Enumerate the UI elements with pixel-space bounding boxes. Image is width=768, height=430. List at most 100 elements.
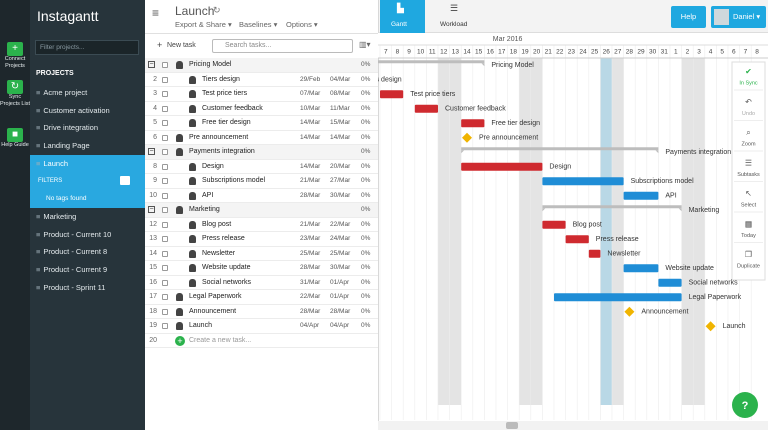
checkbox[interactable] [162,308,168,315]
columns-icon[interactable]: ▥▾ [359,40,371,49]
collapse-toggle[interactable]: − [148,61,155,68]
task-row[interactable]: 8 Design 14/Mar 20/Mar 0% [145,160,378,174]
task-row[interactable]: 14 Newsletter 25/Mar 25/Mar 0% [145,247,378,261]
user-name[interactable]: Daniel ▾ [733,12,761,21]
checkbox[interactable] [162,207,168,213]
sidebar-button-icon[interactable]: ↻ [7,80,23,94]
toolbar-button[interactable]: ⌕ Zoom [741,128,755,147]
sidebar-button-label[interactable]: Connect Projects [4,56,26,69]
task-name[interactable]: Pre announcement [189,133,249,141]
new-task-link[interactable]: Create a new task... [189,336,252,344]
checkbox[interactable] [162,163,168,170]
task-name[interactable]: Website update [202,264,251,271]
task-name[interactable]: Tiers design [202,75,240,83]
checkbox[interactable] [162,105,168,112]
project-item[interactable]: Launch [30,155,145,173]
add-icon[interactable]: + [175,335,185,346]
task-row[interactable]: − Marketing 0% [145,203,378,218]
header-menu[interactable]: Options ▾ [286,20,318,29]
task-name[interactable]: Customer feedback [202,104,263,112]
checkbox[interactable] [162,192,168,199]
toolbar-button[interactable]: ↖ Select [741,189,757,208]
collapse-toggle[interactable]: − [148,148,155,155]
task-row[interactable]: 18 Announcement 28/Mar 28/Mar 0% [145,305,378,319]
checkbox[interactable] [162,134,168,141]
checkbox[interactable] [162,76,168,83]
new-task-icon[interactable]: + [157,40,163,50]
task-name[interactable]: Blog post [202,220,232,228]
user-button[interactable]: Daniel ▾ [711,6,766,28]
task-name[interactable]: Free tier design [202,119,251,126]
header-menu[interactable]: Export & Share ▾ [175,20,232,29]
project-item[interactable]: Acme project [30,84,145,102]
sidebar-button-icon[interactable]: + [7,42,23,56]
task-name[interactable]: Announcement [189,307,237,315]
sync-icon[interactable]: ↻ [213,5,221,15]
task-row[interactable]: 4 Customer feedback 10/Mar 11/Mar 0% [145,102,378,116]
sidebar-button-label[interactable]: Help Guide [1,142,29,148]
checkbox[interactable] [162,279,168,286]
task-name[interactable]: API [202,191,214,199]
collapse-toggle[interactable]: − [148,206,155,213]
task-name[interactable]: Test price tiers [202,90,248,97]
sidebar-button-icon[interactable]: ■ [7,128,23,142]
checkbox[interactable] [162,91,168,97]
new-task-row[interactable]: 20 + Create a new task... [145,334,378,348]
project-item[interactable]: Marketing [30,208,145,226]
task-name[interactable]: Press release [202,235,245,242]
task-row[interactable]: 13 Press release 23/Mar 24/Mar 0% [145,232,378,247]
task-row[interactable]: 16 Social networks 31/Mar 01/Apr 0% [145,276,378,290]
tab-gantt-bg[interactable] [380,0,425,33]
task-name[interactable]: Legal Paperwork [189,293,242,300]
task-row[interactable]: − Payments integration 0% [145,145,378,160]
task-name[interactable]: Newsletter [202,249,236,257]
toolbar-button[interactable]: ❐ Duplicate [737,250,760,269]
help-button[interactable]: Help [671,6,706,28]
task-name[interactable]: Social networks [202,278,252,286]
checkbox[interactable] [162,265,168,271]
search-input[interactable]: Search tasks... [212,39,353,53]
project-item[interactable]: Product - Sprint 11 [30,279,145,297]
menu-icon[interactable]: ≡ [152,6,160,20]
tag-icon[interactable] [120,175,130,185]
task-name[interactable]: Subscriptions model [202,177,266,184]
task-name[interactable]: Marketing [189,206,220,213]
toolbar-button[interactable]: ▦ Today [741,220,756,239]
task-row[interactable]: 17 Legal Paperwork 22/Mar 01/Apr 0% [145,290,378,305]
task-row[interactable]: 6 Pre announcement 14/Mar 14/Mar 0% [145,131,378,145]
checkbox[interactable] [162,149,168,155]
project-item[interactable]: Landing Page [30,137,145,155]
task-row[interactable]: − Pricing Model 0% [145,58,378,73]
checkbox[interactable] [162,120,168,126]
filter-input[interactable]: Filter projects... [35,40,139,55]
tab-workload[interactable]: Workload [440,21,468,28]
task-row[interactable]: 9 Subscriptions model 21/Mar 27/Mar 0% [145,174,378,189]
checkbox[interactable] [162,221,168,228]
task-row[interactable]: 2 Tiers design 29/Feb 04/Mar 0% [145,73,378,87]
checkbox[interactable] [162,250,168,257]
task-row[interactable]: 19 Launch 04/Apr 04/Apr 0% [145,319,378,334]
checkbox[interactable] [162,294,168,300]
tab-gantt[interactable]: Gantt [391,21,407,28]
project-item[interactable]: Product - Current 9 [30,261,145,279]
checkbox[interactable] [162,178,168,184]
checkbox[interactable] [162,323,168,329]
task-name[interactable]: Pricing Model [189,61,232,68]
project-item[interactable]: Product - Current 8 [30,243,145,261]
task-name[interactable]: Design [202,162,224,170]
toolbar-button[interactable]: ↶ Undo [742,98,755,117]
task-row[interactable]: 5 Free tier design 14/Mar 15/Mar 0% [145,116,378,131]
checkbox[interactable] [162,62,168,68]
checkbox[interactable] [162,236,168,242]
chat-button[interactable]: ? [732,392,758,418]
task-row[interactable]: 3 Test price tiers 07/Mar 08/Mar 0% [145,87,378,102]
project-item[interactable]: Product - Current 10 [30,226,145,244]
task-name[interactable]: Launch [189,322,212,329]
task-name[interactable]: Payments integration [189,148,255,155]
sidebar-button-label[interactable]: Sync Projects List [0,94,30,107]
toolbar-button[interactable]: ✔ In Sync [739,67,758,86]
task-row[interactable]: 10 API 28/Mar 30/Mar 0% [145,189,378,203]
toolbar-button[interactable]: ☰ Subtasks [737,159,760,178]
new-task-button[interactable]: New task [167,42,196,49]
header-menu[interactable]: Baselines ▾ [239,20,278,29]
